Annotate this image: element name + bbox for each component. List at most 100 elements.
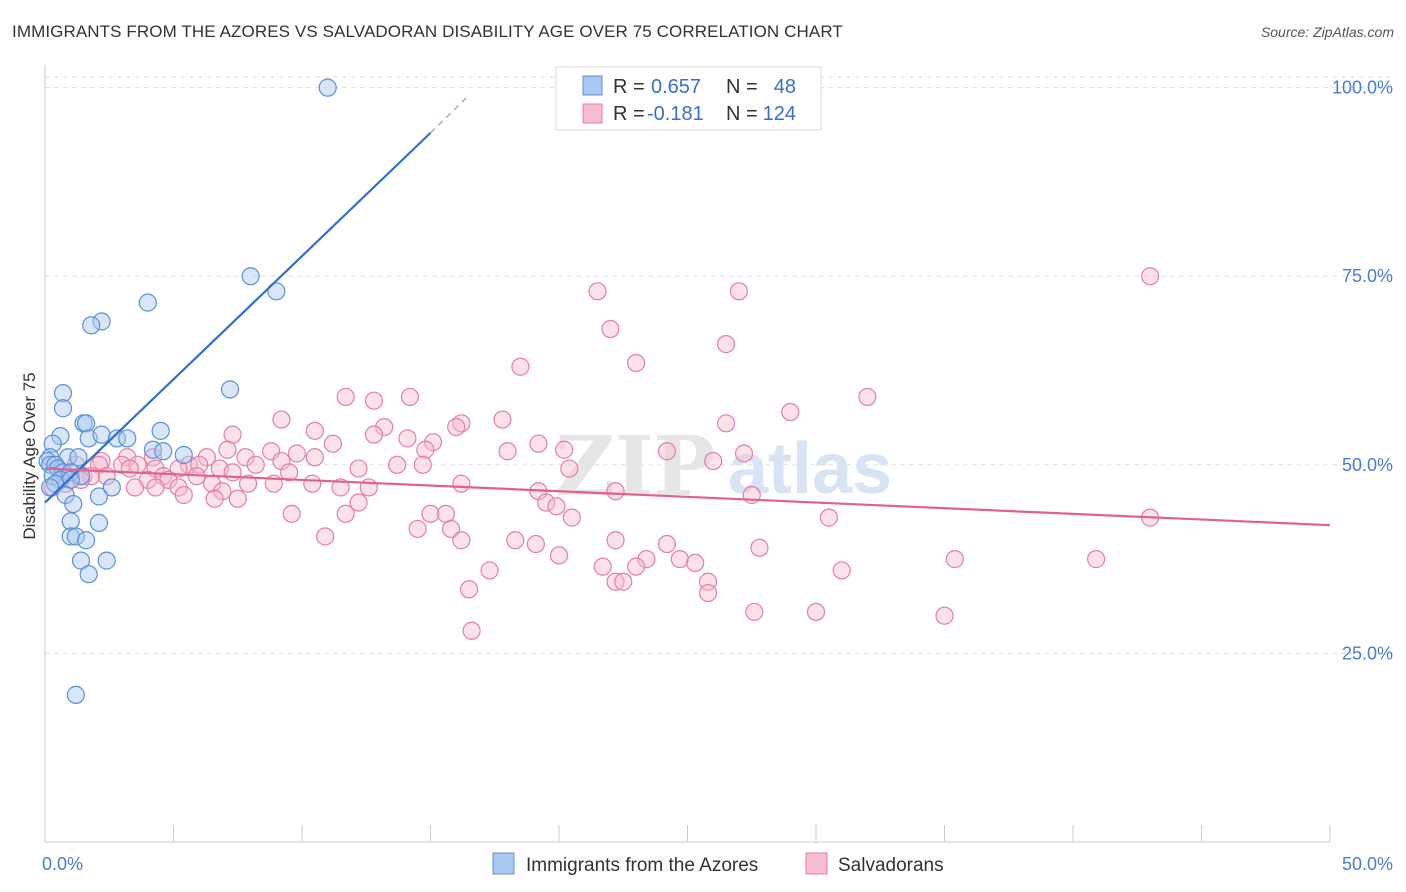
watermark: ZIP atlas: [555, 419, 892, 515]
legend-swatch-salvadorans: [582, 103, 603, 124]
point-azores: [61, 527, 80, 546]
point-salvadorans: [436, 504, 456, 523]
point-salvadorans: [120, 459, 139, 478]
point-salvadorans: [781, 402, 800, 422]
x-tick-label-max: 50.0%: [1342, 854, 1393, 874]
point-salvadorans: [387, 455, 407, 474]
point-salvadorans: [555, 440, 574, 459]
watermark-atlas: atlas: [728, 429, 892, 509]
point-azores: [92, 312, 111, 331]
point-azores: [61, 512, 80, 531]
point-salvadorans: [1087, 550, 1106, 569]
axes: 25.0% 50.0% 75.0% 100.0%: [44, 65, 1393, 843]
point-salvadorans: [447, 417, 466, 437]
point-salvadorans: [716, 414, 736, 433]
point-azores: [79, 565, 98, 584]
point-salvadorans: [745, 602, 764, 622]
point-azores: [92, 425, 111, 444]
point-salvadorans: [549, 546, 569, 565]
point-azores: [118, 429, 137, 448]
trend-line-salvadorans: [44, 467, 1331, 527]
legend-r-value-azores: 0.657: [651, 76, 701, 98]
point-salvadorans: [223, 463, 242, 482]
point-salvadorans: [197, 448, 217, 467]
point-azores: [61, 470, 80, 490]
point-salvadorans: [606, 572, 625, 591]
point-azores: [51, 427, 70, 446]
point-salvadorans: [218, 440, 237, 459]
point-salvadorans: [1140, 267, 1160, 286]
series-salvadorans: [43, 267, 1160, 640]
point-salvadorans: [323, 434, 342, 453]
y-tick-label: 50.0%: [1342, 455, 1393, 475]
point-azores: [89, 487, 109, 506]
y-tick-label: 100.0%: [1332, 78, 1393, 98]
point-salvadorans: [606, 482, 625, 501]
point-salvadorans: [408, 519, 427, 539]
point-salvadorans: [246, 455, 265, 474]
point-salvadorans: [935, 606, 954, 625]
point-salvadorans: [858, 387, 877, 407]
point-azores: [66, 685, 85, 704]
series-legend: Immigrants from the Azores Salvadorans: [492, 852, 944, 876]
point-salvadorans: [416, 440, 435, 459]
point-salvadorans: [606, 531, 625, 550]
point-salvadorans: [213, 482, 232, 501]
point-salvadorans: [601, 319, 620, 339]
point-salvadorans: [174, 485, 193, 505]
point-salvadorans: [750, 538, 769, 557]
point-azores: [61, 463, 80, 482]
point-azores: [69, 448, 88, 467]
point-salvadorans: [282, 504, 301, 523]
point-salvadorans: [498, 442, 517, 461]
bottom-legend-swatch-salvadorans: [805, 852, 828, 875]
point-salvadorans: [287, 444, 306, 463]
point-salvadorans: [560, 459, 579, 478]
trend-line-azores: [44, 132, 432, 504]
point-azores: [53, 399, 73, 418]
point-salvadorans: [832, 561, 851, 580]
point-salvadorans: [280, 463, 299, 482]
point-azores: [66, 527, 85, 546]
point-salvadorans: [614, 572, 633, 591]
point-salvadorans: [423, 433, 443, 452]
stats-legend: R = 0.657 N = 48 R = -0.181 N = 124: [555, 66, 822, 131]
point-salvadorans: [349, 459, 368, 478]
point-salvadorans: [657, 534, 677, 554]
point-salvadorans: [588, 282, 607, 301]
point-salvadorans: [593, 557, 612, 576]
point-azores: [43, 434, 62, 453]
legend-n-value-salvadorans: 124: [763, 103, 796, 125]
point-salvadorans: [146, 478, 165, 497]
point-salvadorans: [529, 434, 548, 453]
point-azores: [174, 445, 193, 465]
point-azores: [220, 380, 240, 399]
point-salvadorans: [303, 474, 322, 493]
point-salvadorans: [716, 335, 736, 354]
point-salvadorans: [562, 508, 581, 527]
point-salvadorans: [400, 387, 420, 407]
point-salvadorans: [364, 391, 384, 410]
point-salvadorans: [238, 474, 258, 493]
point-azores: [89, 513, 109, 533]
bottom-legend-label-azores: Immigrants from the Azores: [526, 855, 758, 876]
point-salvadorans: [670, 550, 689, 569]
point-salvadorans: [819, 508, 838, 527]
point-salvadorans: [452, 474, 471, 493]
point-salvadorans: [421, 504, 440, 523]
point-salvadorans: [441, 519, 461, 539]
point-azores: [97, 551, 116, 570]
legend-r-label-azores: R =: [613, 76, 645, 98]
source-credit: Source: ZipAtlas.com: [1260, 24, 1394, 40]
point-salvadorans: [945, 550, 964, 569]
point-salvadorans: [336, 387, 355, 407]
point-azores: [53, 384, 73, 403]
point-salvadorans: [364, 425, 384, 444]
legend-r-label-salvadorans: R =: [613, 103, 645, 125]
point-salvadorans: [459, 580, 479, 599]
bottom-legend-swatch-azores: [492, 852, 515, 875]
point-salvadorans: [626, 353, 646, 373]
point-salvadorans: [806, 602, 826, 622]
point-salvadorans: [375, 417, 394, 437]
point-salvadorans: [686, 553, 705, 572]
